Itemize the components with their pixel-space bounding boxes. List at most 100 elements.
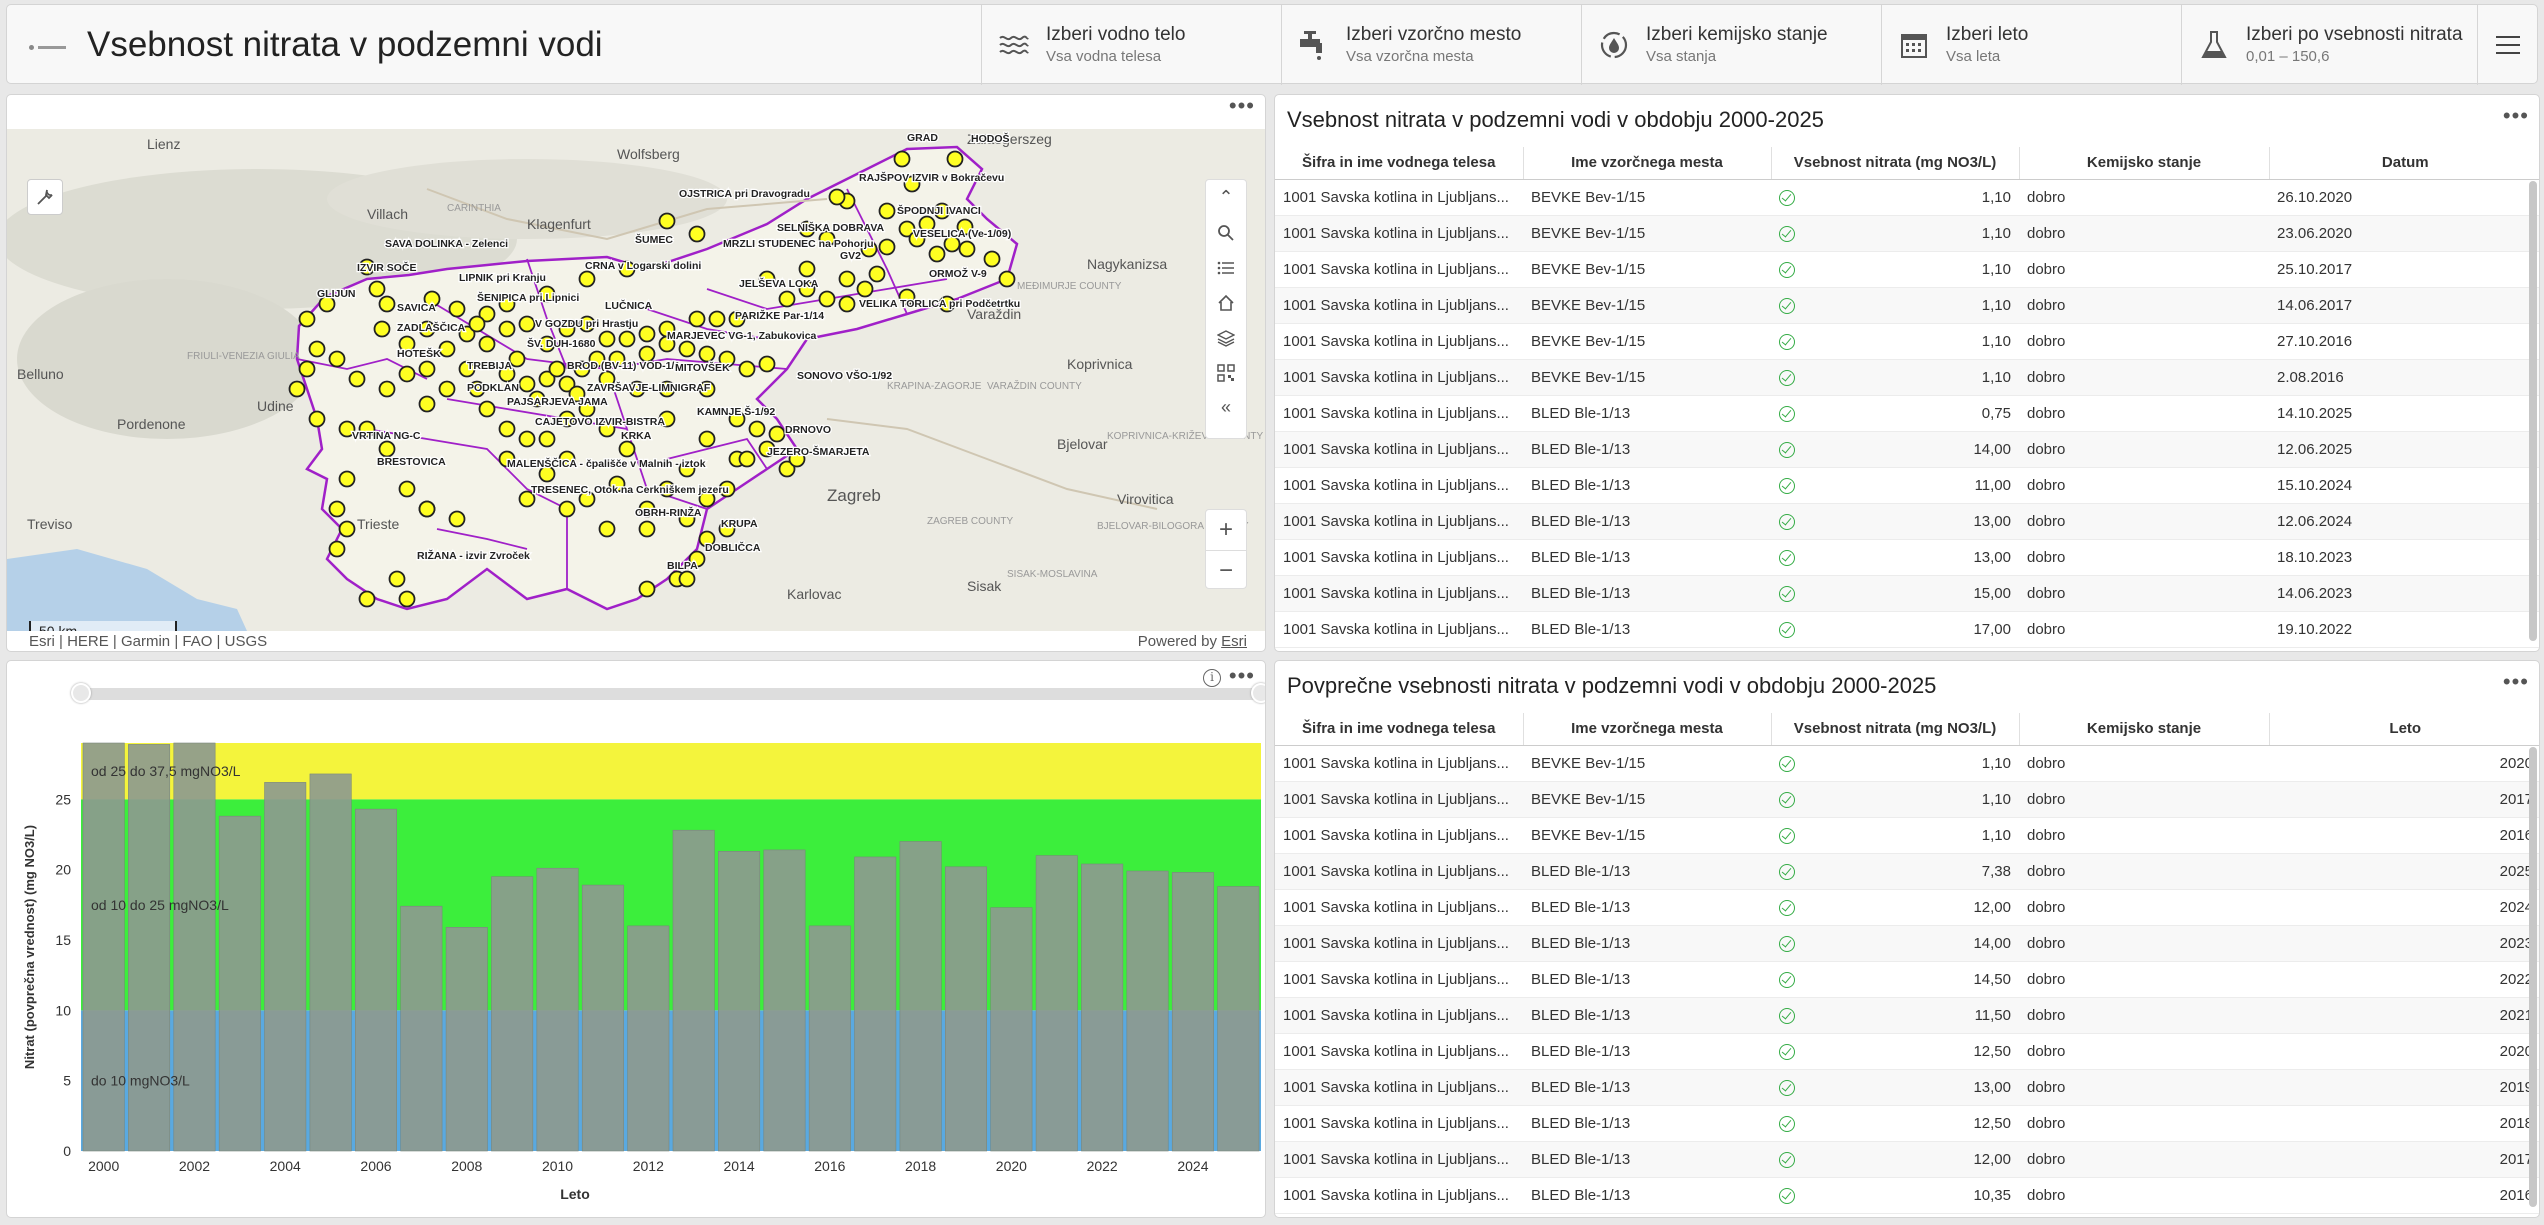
table-row[interactable]: 1001 Savska kotlina in Ljubljans... BEVKE… — [1275, 179, 2539, 216]
station-marker[interactable] — [308, 410, 326, 428]
station-marker[interactable] — [908, 230, 926, 248]
table-row[interactable]: 1001 Savska kotlina in Ljubljans... BLED … — [1275, 889, 2539, 926]
zoom-in-button[interactable]: + — [1218, 516, 1233, 543]
station-marker[interactable] — [778, 290, 796, 308]
bar[interactable] — [854, 856, 897, 1152]
table-scrollbar[interactable] — [2529, 747, 2537, 1207]
bar[interactable] — [355, 808, 397, 1152]
selector-chemical-status[interactable]: Izberi kemijsko stanje Vsa stanja — [1581, 5, 1881, 85]
table-row[interactable]: 1001 Savska kotlina in Ljubljans... BEVKE… — [1275, 745, 2539, 782]
table-row[interactable]: 1001 Savska kotlina in Ljubljans... BLED … — [1275, 1141, 2539, 1178]
station-marker[interactable] — [798, 280, 816, 298]
station-marker[interactable] — [578, 400, 596, 418]
station-marker[interactable] — [578, 315, 596, 333]
station-marker[interactable] — [688, 225, 706, 243]
column-header[interactable]: Vsebnost nitrata (mg NO3/L) — [1771, 713, 2020, 746]
column-header[interactable]: Ime vzorčnega mesta — [1523, 147, 1772, 180]
table-row[interactable]: 1001 Savska kotlina in Ljubljans... BLED … — [1275, 1033, 2539, 1070]
station-marker[interactable] — [688, 550, 706, 568]
station-marker[interactable] — [478, 305, 496, 323]
station-marker[interactable] — [598, 370, 616, 388]
station-marker[interactable] — [946, 150, 964, 168]
search-icon[interactable] — [1205, 215, 1247, 250]
station-marker[interactable] — [758, 270, 776, 288]
table-row[interactable]: 1001 Savska kotlina in Ljubljans... BEVKE… — [1275, 817, 2539, 854]
collapse-left-icon[interactable]: « — [1220, 397, 1231, 417]
station-marker[interactable] — [538, 335, 556, 353]
station-marker[interactable] — [398, 590, 416, 608]
table-row[interactable]: 1001 Savska kotlina in Ljubljans... BLED … — [1275, 1177, 2539, 1214]
info-icon[interactable]: i — [1203, 669, 1221, 687]
station-marker[interactable] — [608, 350, 626, 368]
station-marker[interactable] — [348, 370, 366, 388]
more-options-icon[interactable]: ••• — [2502, 669, 2529, 694]
station-marker[interactable] — [358, 590, 376, 608]
station-marker[interactable] — [378, 440, 396, 458]
bar[interactable] — [899, 841, 942, 1152]
table-row[interactable]: 1001 Savska kotlina in Ljubljans... BEVKE… — [1275, 781, 2539, 818]
station-marker[interactable] — [338, 470, 356, 488]
more-options-icon[interactable]: ••• — [2502, 103, 2529, 128]
bar[interactable] — [1126, 870, 1169, 1152]
station-marker[interactable] — [378, 295, 396, 313]
station-marker[interactable] — [758, 440, 776, 458]
esri-link[interactable]: Esri — [1221, 633, 1247, 650]
station-marker[interactable] — [438, 380, 456, 398]
station-marker[interactable] — [658, 480, 676, 498]
range-slider[interactable] — [71, 683, 1265, 703]
table-row[interactable]: 1001 Savska kotlina in Ljubljans... BLED … — [1275, 961, 2539, 998]
table-row[interactable]: 1001 Savska kotlina in Ljubljans... BLED … — [1275, 997, 2539, 1034]
bar[interactable] — [400, 905, 443, 1152]
station-marker[interactable] — [638, 580, 656, 598]
station-marker[interactable] — [868, 265, 886, 283]
station-marker[interactable] — [418, 360, 436, 378]
station-marker[interactable] — [423, 290, 441, 308]
home-icon[interactable] — [1205, 285, 1247, 320]
station-marker[interactable] — [638, 520, 656, 538]
column-header[interactable]: Kemijsko stanje — [2019, 147, 2270, 180]
station-marker[interactable] — [468, 315, 486, 333]
station-marker[interactable] — [448, 510, 466, 528]
selector-nitrate-range[interactable]: Izberi po vsebnosti nitrata 0,01 – 150,6 — [2181, 5, 2479, 85]
station-marker[interactable] — [798, 220, 816, 238]
more-options-icon[interactable]: ••• — [1228, 94, 1255, 118]
station-marker[interactable] — [638, 345, 656, 363]
station-marker[interactable] — [738, 450, 756, 468]
station-marker[interactable] — [738, 360, 756, 378]
table-row[interactable]: 1001 Savska kotlina in Ljubljans... BLED … — [1275, 853, 2539, 890]
wrench-tool-button[interactable] — [27, 179, 63, 215]
column-header[interactable]: Kemijsko stanje — [2019, 713, 2270, 746]
station-marker[interactable] — [558, 375, 576, 393]
station-marker[interactable] — [608, 475, 626, 493]
station-marker[interactable] — [728, 410, 746, 428]
station-marker[interactable] — [928, 245, 946, 263]
station-marker[interactable] — [538, 465, 556, 483]
station-marker[interactable] — [498, 320, 516, 338]
legend-list-icon[interactable] — [1205, 250, 1247, 285]
station-marker[interactable] — [308, 340, 326, 358]
station-marker[interactable] — [558, 450, 576, 468]
bar[interactable] — [445, 927, 488, 1152]
bar[interactable] — [581, 884, 624, 1152]
station-marker[interactable] — [718, 520, 736, 538]
station-marker[interactable] — [638, 325, 656, 343]
slider-handle-end[interactable] — [1251, 683, 1265, 703]
station-marker[interactable] — [573, 360, 591, 378]
station-marker[interactable] — [518, 490, 536, 508]
station-marker[interactable] — [478, 335, 496, 353]
station-marker[interactable] — [498, 450, 516, 468]
station-marker[interactable] — [398, 365, 416, 383]
station-marker[interactable] — [778, 460, 796, 478]
table-row[interactable]: 1001 Savska kotlina in Ljubljans... BLED … — [1275, 575, 2539, 612]
bar[interactable] — [1035, 855, 1078, 1152]
station-marker[interactable] — [318, 295, 336, 313]
map-view[interactable]: Lienz Wolfsberg Villach Klagenfurt CARINTHIA… — [7, 129, 1265, 631]
table-row[interactable]: 1001 Savska kotlina in Ljubljans... BLED … — [1275, 503, 2539, 540]
station-marker[interactable] — [288, 380, 306, 398]
station-marker[interactable] — [468, 380, 486, 398]
column-header[interactable]: Leto — [2269, 713, 2539, 746]
station-marker[interactable] — [558, 500, 576, 518]
table-row[interactable]: 1001 Savska kotlina in Ljubljans... BEVKE… — [1275, 215, 2539, 252]
column-header[interactable]: Šifra in ime vodnega telesa — [1275, 713, 1524, 746]
station-marker[interactable] — [378, 380, 396, 398]
